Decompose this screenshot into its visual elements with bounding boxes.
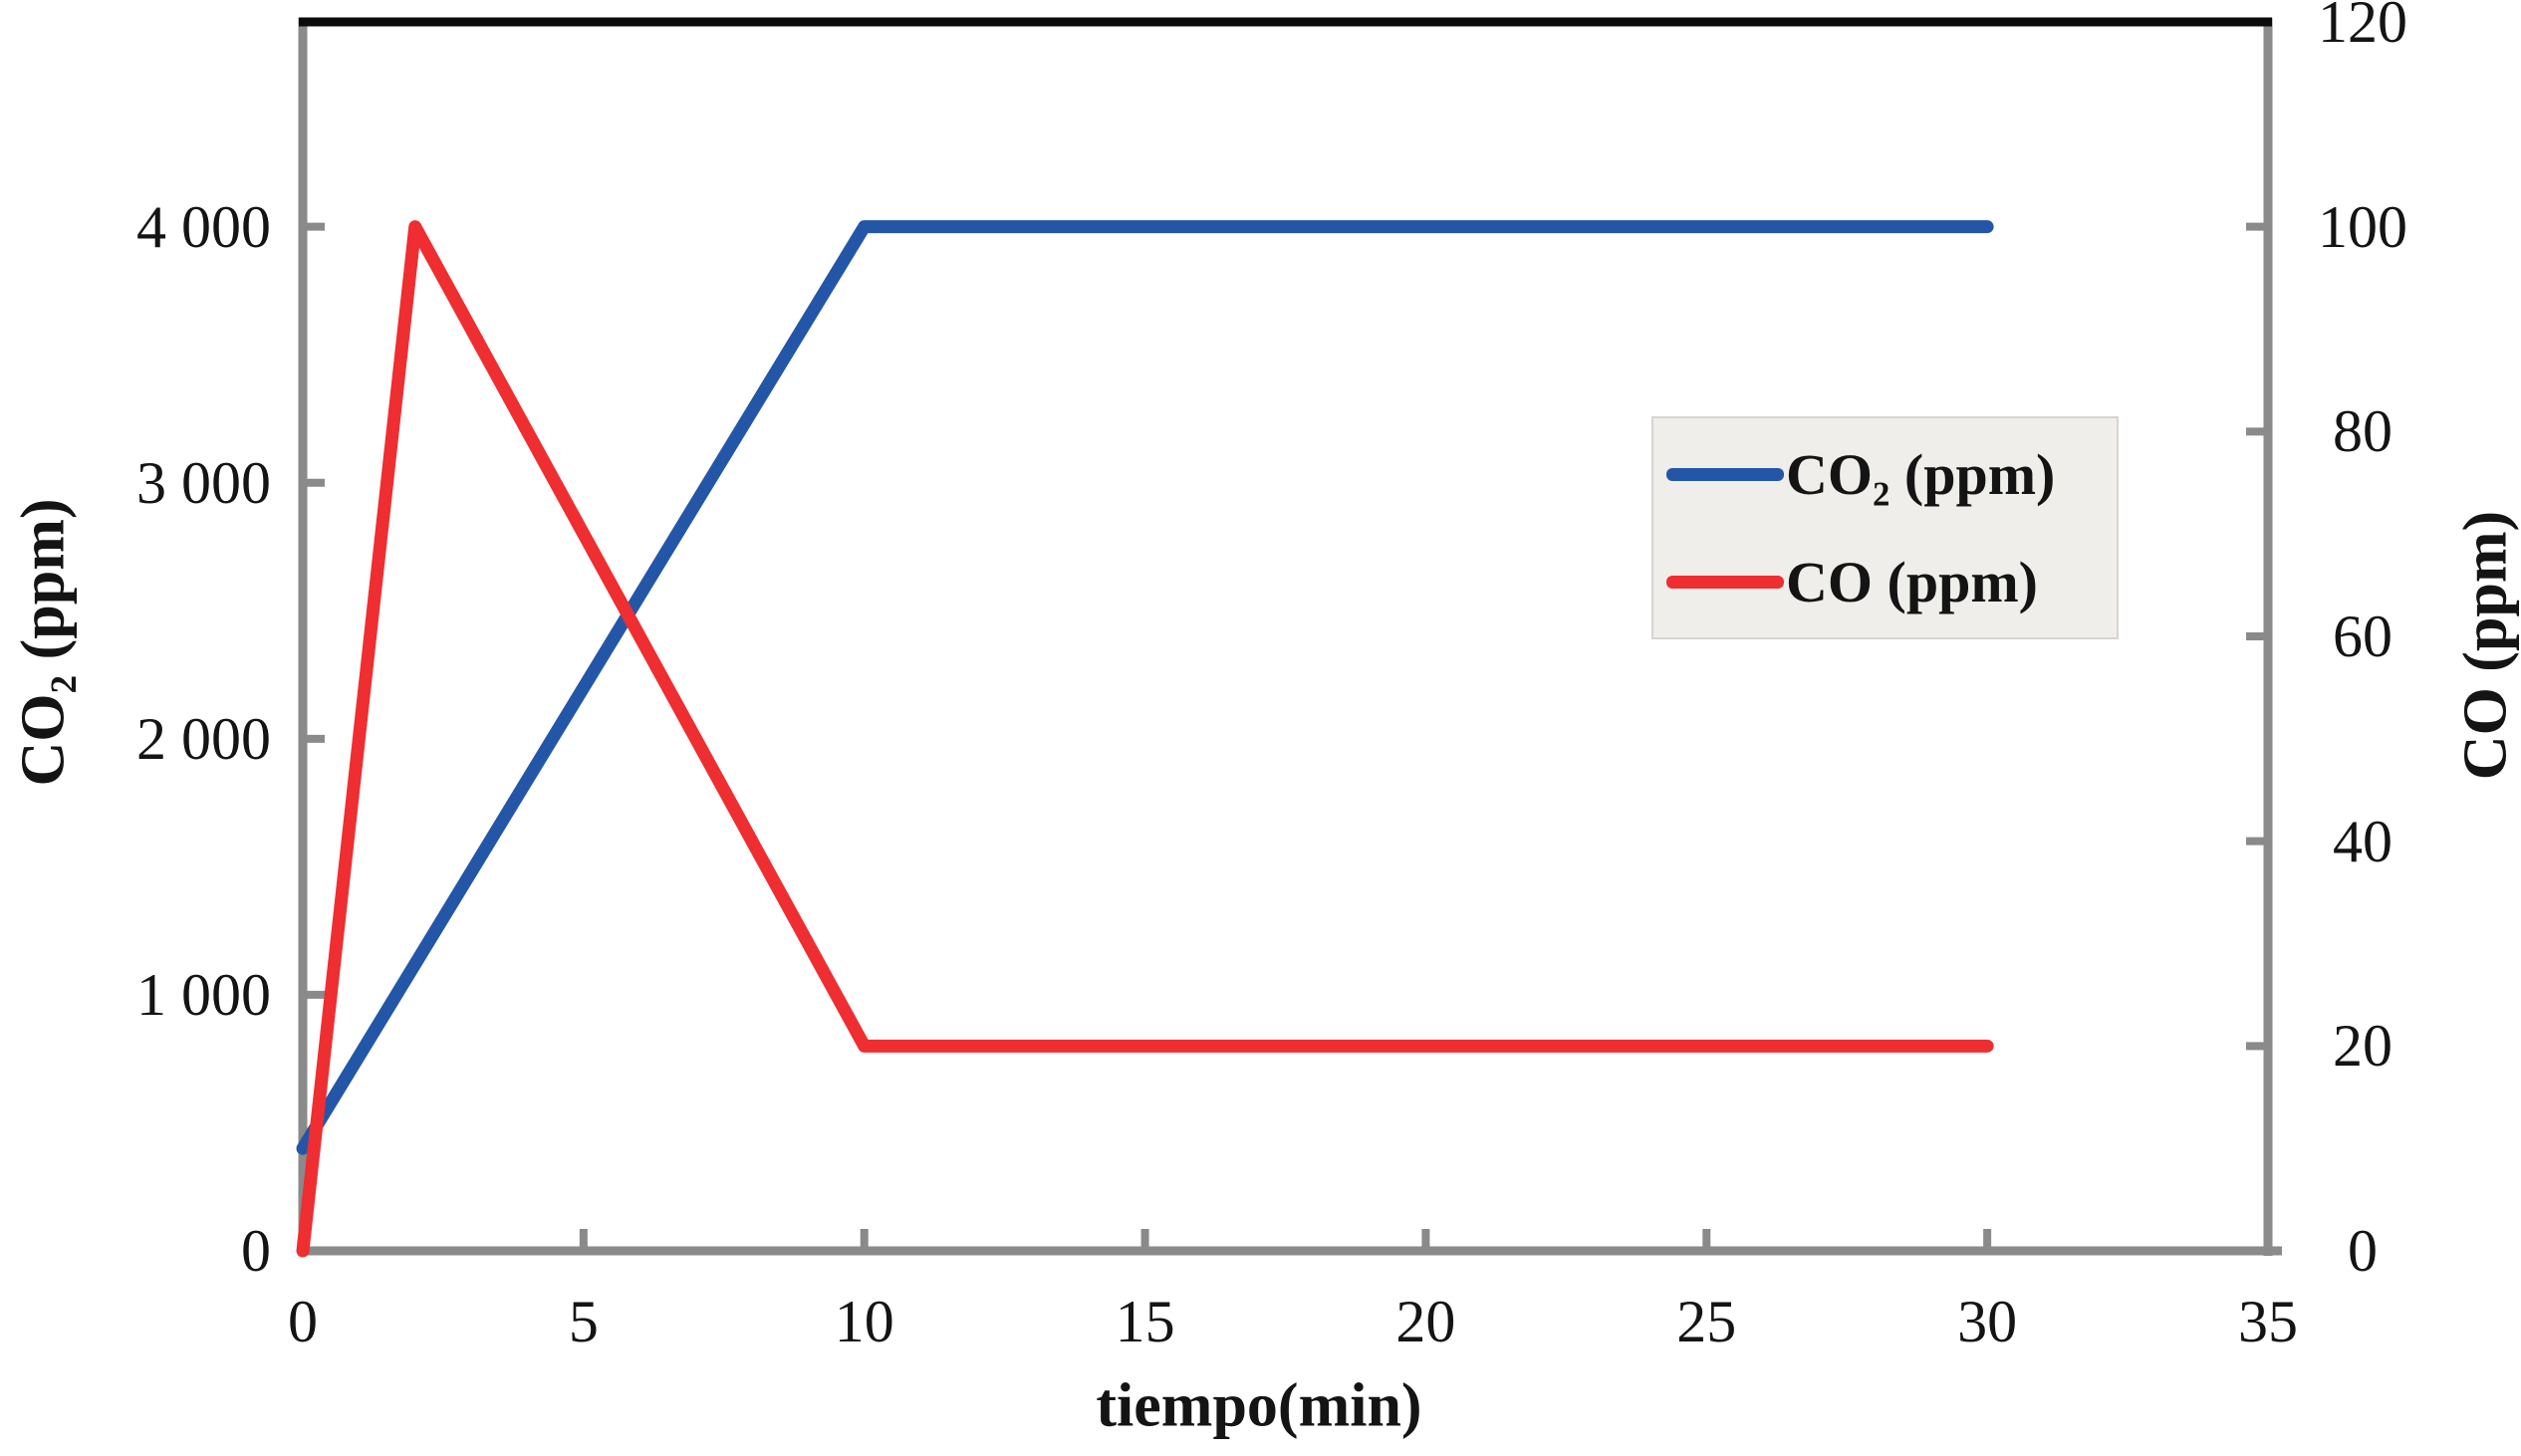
series-line-co xyxy=(296,220,1994,1258)
series-line-co2 xyxy=(296,220,1994,1155)
y-left-tick-label: 0 xyxy=(241,1218,271,1284)
y-right-tick-label: 40 xyxy=(2333,808,2393,874)
left-y-axis-title: CO₂ (ppm) xyxy=(9,498,78,787)
y-right-tick-label: 60 xyxy=(2333,604,2393,669)
y-left-tick-label: 3 000 xyxy=(136,449,271,516)
x-axis-title: tiempo(min) xyxy=(1096,1371,1422,1440)
y-left-tick-label: 4 000 xyxy=(136,193,271,260)
x-tick-label: 25 xyxy=(1676,1289,1737,1354)
y-right-tick-label: 120 xyxy=(2318,0,2407,55)
legend-label-co: CO (ppm) xyxy=(1786,549,2038,614)
right-y-axis-title: CO (ppm) xyxy=(2451,510,2520,781)
legend-label-co2: CO₂ (ppm) xyxy=(1786,441,2056,507)
co2-line-swatch xyxy=(1666,467,1784,481)
x-tick-label: 30 xyxy=(1957,1289,2018,1354)
legend: CO₂ (ppm) CO (ppm) xyxy=(1651,416,2119,639)
x-tick-label: 5 xyxy=(568,1289,599,1354)
y-right-tick-label: 100 xyxy=(2318,193,2407,260)
x-tick-label: 15 xyxy=(1115,1289,1175,1354)
y-right-tick-label: 80 xyxy=(2333,398,2393,465)
legend-item-co2: CO₂ (ppm) xyxy=(1666,441,2117,508)
y-right-tick-label: 20 xyxy=(2333,1013,2393,1080)
y-left-tick-label: 2 000 xyxy=(136,705,271,772)
co-line-swatch xyxy=(1666,575,1784,589)
y-right-tick-label: 0 xyxy=(2348,1218,2378,1284)
legend-item-co: CO (ppm) xyxy=(1666,549,2117,615)
y-left-tick-label: 1 000 xyxy=(136,961,271,1028)
x-tick-label: 10 xyxy=(834,1289,894,1354)
x-tick-label: 20 xyxy=(1395,1289,1456,1354)
x-tick-label: 35 xyxy=(2238,1289,2298,1354)
x-tick-label: 0 xyxy=(288,1289,318,1354)
